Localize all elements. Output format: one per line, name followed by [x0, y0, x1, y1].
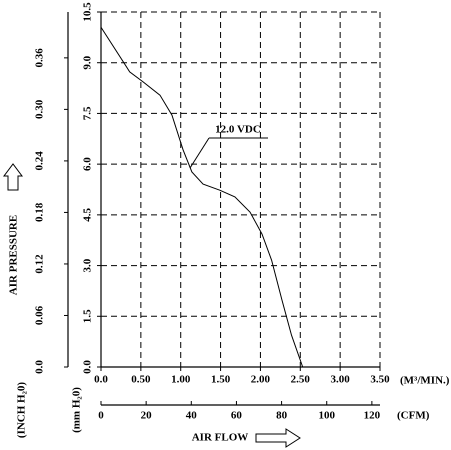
y-unit: (mm H₂0) [71, 387, 83, 433]
x-tick-label: 1.00 [171, 374, 191, 386]
y-tick-label: 10.5 [82, 2, 94, 22]
y-tick-label: 4.5 [82, 207, 94, 221]
series-line [100, 26, 304, 368]
x-tick-label: 1.50 [211, 374, 231, 386]
x2-tick-label: 20 [141, 410, 153, 422]
y2-tick-label: 0.36 [34, 48, 46, 68]
y-tick-label: 1.5 [82, 309, 94, 323]
y-tick-label: 9.0 [82, 55, 94, 69]
y2-tick-label: 0.12 [34, 254, 46, 274]
x-tick-label: 2.00 [251, 374, 271, 386]
right-arrow [255, 428, 301, 448]
x2-tick-label: 40 [186, 410, 198, 422]
y-tick-label: 6.0 [82, 157, 94, 171]
x-tick-label: 3.00 [331, 374, 351, 386]
y-tick-label: 0.0 [82, 360, 94, 374]
x2-tick-label: 80 [276, 410, 288, 422]
x2-tick-label: 100 [318, 410, 335, 422]
x-axis-title: AIR FLOW [192, 432, 249, 444]
y2-tick-label: 0.18 [34, 202, 46, 222]
x-unit: (M³/MIN.) [400, 375, 450, 387]
x2-tick-label: 60 [231, 410, 243, 422]
y-tick-label: 3.0 [82, 258, 94, 272]
x2-tick-label: 0 [98, 410, 104, 422]
x2-tick-label: 120 [364, 410, 381, 422]
annotation-leader [189, 137, 210, 169]
x-tick-label: 0.0 [94, 374, 108, 386]
y2-tick-label: 0.30 [34, 99, 46, 119]
y2-unit: (INCH H₂0) [16, 382, 28, 438]
up-arrow [3, 163, 23, 191]
y-tick-label: 7.5 [82, 106, 94, 120]
y2-tick-label: 0.0 [34, 360, 46, 374]
x2-unit: (CFM) [397, 410, 430, 422]
y2-tick-label: 0.06 [34, 305, 46, 325]
x-tick-label: 3.50 [370, 374, 390, 386]
y-axis-title: AIR PRESSURE [8, 215, 20, 295]
series-annotation: 12.0 VDC [215, 124, 261, 136]
x-tick-label: 0.50 [131, 374, 151, 386]
y2-tick-label: 0.24 [34, 151, 46, 171]
x-tick-label: 2.50 [291, 374, 311, 386]
